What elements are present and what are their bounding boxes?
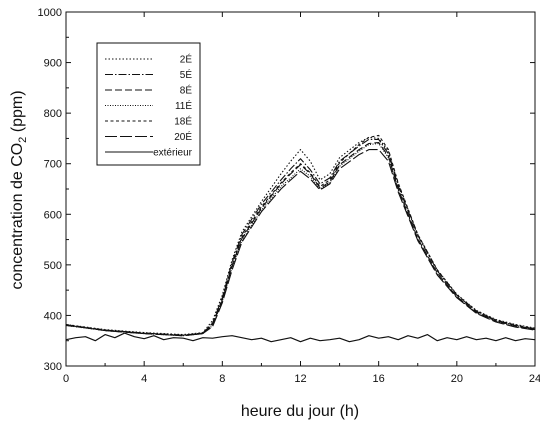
x-tick-label: 0 (63, 373, 69, 385)
x-axis: 0 4 8 12 16 20 24 (63, 12, 540, 385)
legend-label-2: 8É (180, 84, 193, 97)
x-axis-label: heure du jour (h) (241, 403, 359, 420)
x-tick-label: 24 (529, 373, 540, 385)
x-tick-label: 20 (451, 373, 463, 385)
y-tick-label: 500 (44, 260, 62, 272)
y-tick-label: 800 (44, 108, 62, 120)
y-axis: 300 400 500 600 700 800 900 1000 (38, 7, 535, 373)
y-tick-label: 300 (44, 361, 62, 373)
y-axis-label-subscript: 2 (17, 137, 29, 143)
x-tick-label: 8 (219, 373, 225, 385)
series-line-6 (65, 332, 536, 343)
legend-label-6: extérieur (153, 148, 193, 159)
x-tick-label: 4 (141, 373, 147, 385)
y-axis-label-main: concentration de CO (9, 143, 26, 290)
y-tick-label: 400 (44, 310, 62, 322)
x-tick-label: 16 (373, 373, 385, 385)
legend: 2É 5É 8É 11É 18É 20É extérieur (96, 42, 201, 166)
y-tick-label: 700 (44, 159, 62, 171)
y-tick-label: 600 (44, 209, 62, 221)
y-axis-label: concentration de CO2 (ppm) (9, 90, 29, 289)
y-tick-label: 900 (44, 58, 62, 70)
x-tick-label: 12 (294, 373, 306, 385)
series-line-4 (65, 134, 536, 336)
series-line-0 (65, 136, 536, 336)
legend-label-4: 18É (174, 115, 192, 128)
series-line-3 (65, 142, 536, 337)
legend-label-0: 2É (180, 53, 193, 66)
series-line-2 (65, 141, 536, 337)
legend-label-5: 20É (174, 130, 192, 143)
series-line-5 (65, 149, 536, 337)
series-lines (65, 134, 536, 343)
y-tick-label: 1000 (38, 7, 62, 19)
legend-label-3: 11É (175, 99, 192, 112)
y-axis-label-unit: (ppm) (9, 90, 26, 136)
legend-box (96, 42, 201, 166)
legend-label-1: 5É (180, 68, 193, 81)
